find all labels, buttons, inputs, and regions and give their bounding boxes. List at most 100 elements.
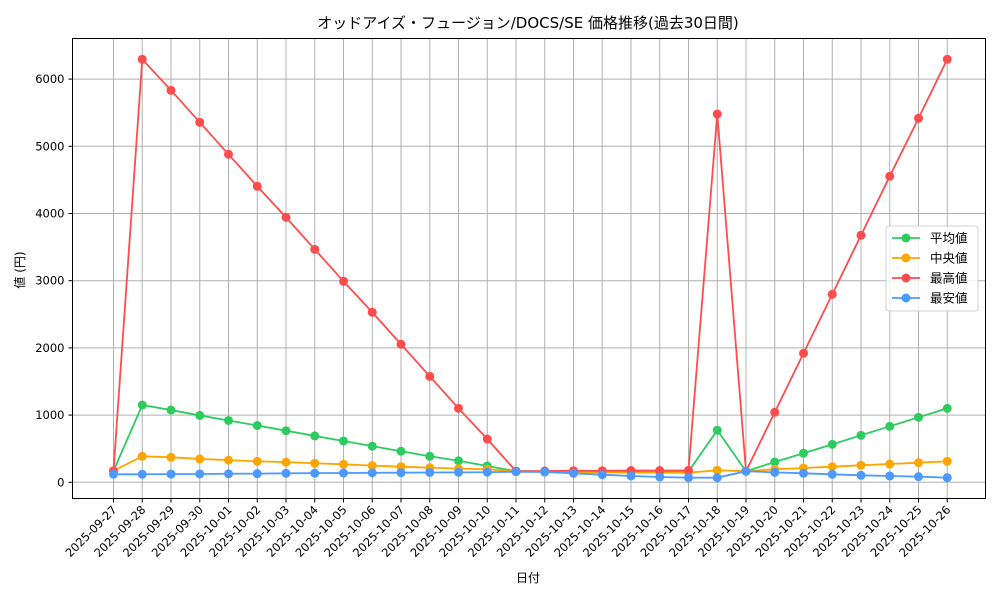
data-point xyxy=(914,472,923,482)
data-point xyxy=(827,289,837,299)
data-point xyxy=(252,421,262,431)
data-point xyxy=(655,466,665,476)
legend-marker-icon xyxy=(901,273,911,283)
data-point xyxy=(195,117,205,127)
data-point xyxy=(914,412,923,422)
data-point xyxy=(885,421,895,431)
data-point xyxy=(799,348,808,358)
data-point xyxy=(224,455,233,465)
data-point xyxy=(367,441,377,451)
data-point xyxy=(252,456,262,466)
y-tick-label: 6000 xyxy=(35,72,64,86)
data-point xyxy=(137,54,147,64)
y-tick-label: 1000 xyxy=(35,408,64,422)
legend-item: 最高値 xyxy=(892,271,968,286)
data-point xyxy=(195,469,205,479)
data-point xyxy=(655,472,665,482)
data-point xyxy=(684,465,693,475)
x-axis-ticks: 2025-09-272025-09-282025-09-292025-09-30… xyxy=(62,498,953,560)
data-point xyxy=(454,456,463,466)
data-point xyxy=(770,457,780,467)
data-point xyxy=(310,468,320,478)
data-point xyxy=(310,244,320,254)
y-tick-label: 5000 xyxy=(35,139,64,153)
data-point xyxy=(454,467,463,477)
y-axis-label: 値 (円) xyxy=(12,251,27,288)
data-point xyxy=(454,403,463,413)
data-point xyxy=(856,430,866,440)
series-layer xyxy=(109,54,952,483)
data-point xyxy=(914,458,923,468)
data-point xyxy=(166,452,176,462)
data-point xyxy=(856,470,866,480)
data-point xyxy=(339,276,348,286)
data-point xyxy=(367,461,377,471)
data-point xyxy=(137,451,147,461)
data-point xyxy=(799,468,808,478)
data-point xyxy=(339,459,348,469)
data-point xyxy=(942,473,952,483)
data-point xyxy=(597,470,607,480)
legend-label: 平均値 xyxy=(930,231,968,246)
plot-area-frame xyxy=(72,38,986,499)
data-point xyxy=(770,467,780,477)
legend-label: 最高値 xyxy=(930,271,968,286)
series-line xyxy=(113,470,948,479)
legend-label: 最安値 xyxy=(930,291,968,306)
data-point xyxy=(712,109,722,119)
series-line xyxy=(112,57,949,475)
data-point xyxy=(137,469,147,479)
y-tick-label: 3000 xyxy=(35,274,64,288)
data-point xyxy=(885,171,895,181)
data-point xyxy=(856,230,866,240)
data-point xyxy=(137,400,147,410)
data-point xyxy=(712,425,722,435)
chart-title: オッドアイズ・フュージョン/DOCS/SE 価格推移(過去30日間) xyxy=(317,14,739,32)
legend-item: 平均値 xyxy=(892,231,968,246)
data-point xyxy=(310,458,320,468)
data-point xyxy=(885,459,895,469)
data-point xyxy=(684,473,693,483)
data-point xyxy=(166,469,176,479)
data-point xyxy=(799,448,808,458)
y-tick-label: 0 xyxy=(57,475,64,489)
data-point xyxy=(827,462,837,472)
legend-label: 中央値 xyxy=(930,251,968,266)
data-point xyxy=(339,468,348,478)
data-point xyxy=(195,454,205,464)
data-point xyxy=(252,469,262,479)
data-point xyxy=(425,467,435,477)
data-point xyxy=(281,468,291,478)
y-axis-ticks: 0 1000 2000 3000 4000 5000 6000 xyxy=(35,72,73,489)
data-point xyxy=(195,410,205,420)
data-point xyxy=(425,451,435,461)
legend-marker-icon xyxy=(901,233,911,243)
data-point xyxy=(942,54,952,64)
data-point xyxy=(511,467,521,477)
data-point xyxy=(396,468,406,478)
data-point xyxy=(712,465,722,475)
data-point xyxy=(281,212,291,222)
data-point xyxy=(569,468,578,478)
legend-box xyxy=(885,225,979,312)
data-point xyxy=(712,473,722,483)
data-point xyxy=(281,457,291,467)
data-point xyxy=(109,469,118,479)
series-最安値 xyxy=(109,466,952,483)
data-point xyxy=(770,407,780,417)
data-point xyxy=(741,466,751,476)
data-point xyxy=(914,113,923,123)
data-point xyxy=(224,469,233,479)
grid-lines xyxy=(72,38,986,499)
data-point xyxy=(252,181,262,191)
data-point xyxy=(224,415,233,425)
x-axis-label: 日付 xyxy=(516,571,540,585)
data-point xyxy=(367,468,377,478)
data-point xyxy=(626,471,636,481)
data-point xyxy=(856,460,866,470)
data-point xyxy=(827,439,837,449)
data-point xyxy=(396,339,406,349)
data-point xyxy=(540,467,550,477)
